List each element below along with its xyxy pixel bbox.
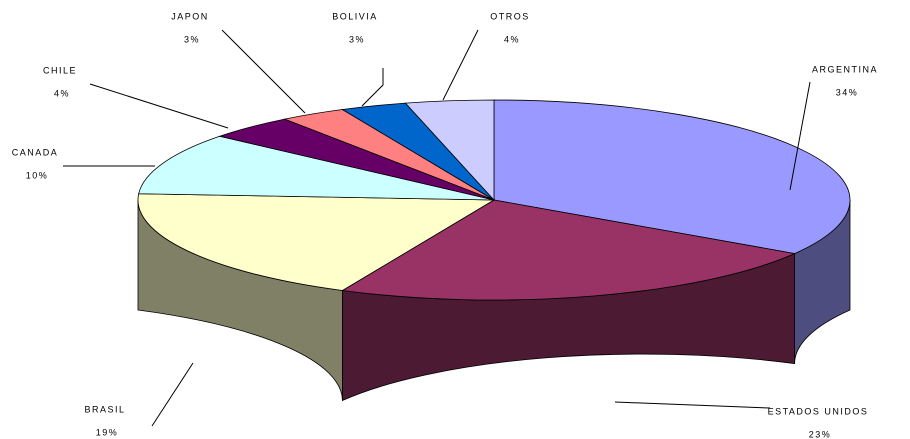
slice-value-label: 3% [184,34,200,44]
slice [137,193,496,291]
slice [138,135,495,201]
slice-value-label: 3% [349,34,365,44]
slice-label: ARGENTINA [812,64,878,74]
slice [493,99,851,254]
leader-line [89,83,229,129]
slice-value-label: 23% [809,429,832,439]
slice [404,99,495,202]
leader-line [442,29,479,101]
slice-value-label: 4% [54,88,70,98]
leader-line [361,68,384,107]
leader-line [221,29,306,114]
slice-label: ESTADOS UNIDOS [768,406,869,416]
slice-value-label: 34% [836,87,859,97]
slice-value-label: 4% [504,34,520,44]
slice-label: OTROS [490,11,530,21]
slice-label: BRASIL [84,404,125,414]
slice [341,199,796,301]
slice-label: CHILE [43,65,77,75]
leader-line [789,81,811,191]
slice-label: CANADA [12,147,59,157]
slice-value-label: 10% [26,170,49,180]
leader-line [151,362,194,427]
leader-line [614,401,771,409]
slice-label: BOLIVIA [332,11,378,21]
slice-value-label: 19% [96,427,119,437]
slice-label: JAPON [171,11,209,21]
